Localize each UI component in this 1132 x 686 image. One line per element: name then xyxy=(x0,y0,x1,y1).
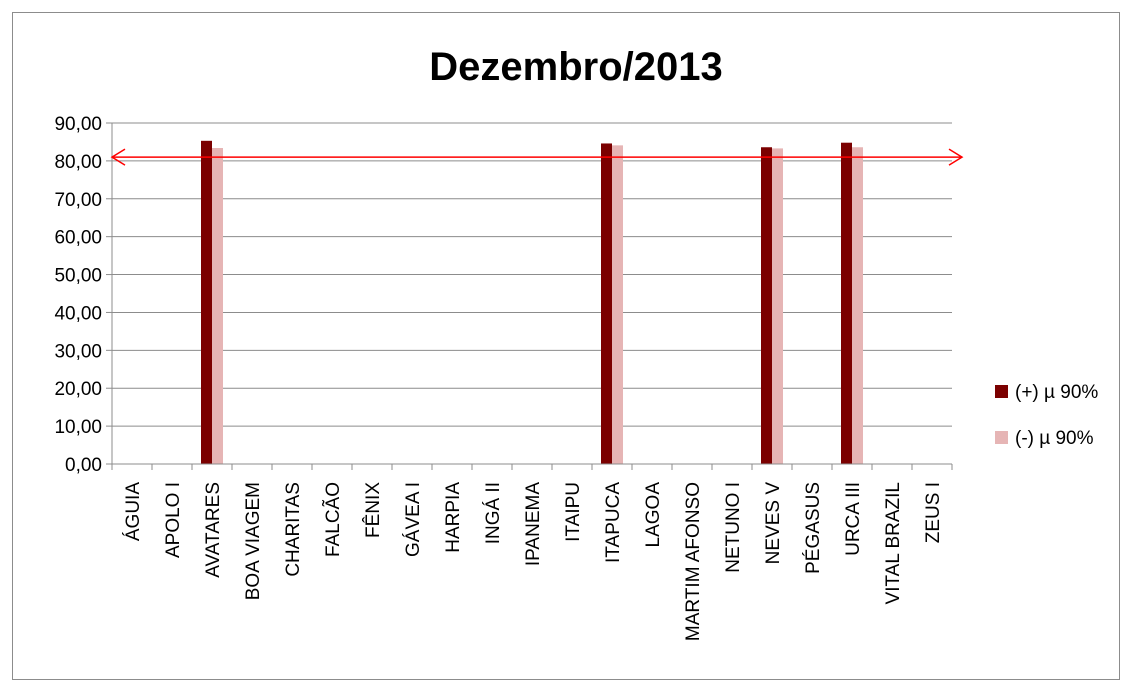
bar xyxy=(212,148,223,465)
x-tick-label: FÊNIX xyxy=(362,482,384,538)
x-tick-label: NETUNO I xyxy=(723,482,744,573)
x-tick-label: APOLO I xyxy=(163,482,184,558)
bar xyxy=(612,145,623,465)
bar xyxy=(852,147,863,464)
y-tick-label: 30,00 xyxy=(54,341,102,362)
bar xyxy=(772,148,783,464)
y-axis-tick-labels: 0,00 10,00 20,00 30,00 40,00 50,00 60,00 70,00 8… xyxy=(54,114,102,476)
x-tick-label: IPANEMA xyxy=(523,482,544,566)
legend-label: (+) µ 90% xyxy=(1015,382,1098,403)
y-tick-label: 90,00 xyxy=(54,114,102,135)
y-tick-label: 10,00 xyxy=(54,417,102,438)
arrowhead-left xyxy=(110,148,126,166)
y-tick-label: 80,00 xyxy=(54,152,102,173)
gridlines xyxy=(112,122,952,427)
x-axis-tick-labels: ÁGUIA APOLO I AVATARES BOA VIAGEM CHARITAS FA… xyxy=(123,482,944,641)
x-tick-label: NEVES V xyxy=(763,482,784,565)
x-tick-label: LAGOA xyxy=(643,482,664,548)
x-tick-label: HARPIA xyxy=(443,482,464,553)
y-tick-label: 50,00 xyxy=(54,266,102,287)
x-tick-label: INGÁ II xyxy=(483,482,504,544)
x-tick-label: GÁVEA I xyxy=(403,482,424,557)
x-tick-label: VITAL BRAZIL xyxy=(883,482,904,604)
bar xyxy=(841,142,852,465)
reference-line xyxy=(110,148,964,166)
legend: (+) µ 90% (-) µ 90% xyxy=(995,382,1098,449)
chart-title: Dezembro/2013 xyxy=(429,45,722,89)
legend-swatch xyxy=(995,385,1008,398)
x-tick-label: PÉGASUS xyxy=(803,482,824,574)
bar xyxy=(201,140,212,464)
bars xyxy=(201,140,863,465)
x-tick-label: ITAPUCA xyxy=(603,482,624,563)
axes xyxy=(106,122,953,470)
x-tick-label: FALCÃO xyxy=(322,482,344,557)
x-tick-label: ÁGUIA xyxy=(123,482,144,541)
x-tick-label: URCA III xyxy=(843,482,864,556)
bar xyxy=(761,147,772,464)
y-tick-label: 40,00 xyxy=(54,303,102,324)
x-tick-label: AVATARES xyxy=(203,482,224,578)
y-tick-label: 70,00 xyxy=(54,190,102,211)
y-tick-label: 0,00 xyxy=(65,455,102,476)
legend-swatch xyxy=(995,431,1008,444)
x-tick-label: CHARITAS xyxy=(283,482,304,577)
x-tick-label: MARTIM AFONSO xyxy=(683,482,704,641)
y-tick-label: 20,00 xyxy=(54,379,102,400)
x-tick-label: ITAIPU xyxy=(563,482,584,542)
y-tick-label: 60,00 xyxy=(54,228,102,249)
bar xyxy=(601,143,612,464)
arrowhead-right xyxy=(948,148,964,166)
x-tick-label: BOA VIAGEM xyxy=(243,482,264,600)
legend-label: (-) µ 90% xyxy=(1015,428,1094,449)
x-tick-label: ZEUS I xyxy=(923,482,944,543)
